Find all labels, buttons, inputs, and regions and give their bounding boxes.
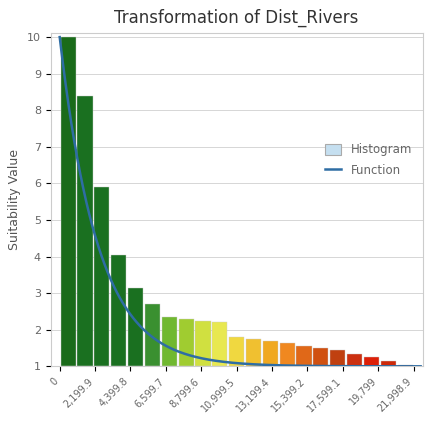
Bar [228, 337, 244, 366]
Bar [212, 322, 227, 366]
Bar [144, 304, 160, 366]
Legend: Histogram, Function: Histogram, Function [319, 139, 416, 181]
Bar [329, 350, 344, 366]
Bar [128, 288, 143, 366]
Bar [246, 339, 261, 366]
Bar [363, 357, 378, 366]
Bar [77, 96, 92, 366]
Bar [178, 319, 193, 366]
Bar [111, 255, 126, 366]
Y-axis label: Suitability Value: Suitability Value [8, 149, 21, 250]
Bar [60, 37, 76, 366]
Bar [279, 343, 294, 366]
Title: Transformation of Dist_Rivers: Transformation of Dist_Rivers [114, 8, 358, 27]
Bar [94, 187, 109, 366]
Bar [380, 361, 395, 366]
Bar [161, 317, 176, 366]
Bar [296, 346, 311, 366]
Bar [195, 321, 210, 366]
Bar [313, 348, 328, 366]
Bar [346, 354, 361, 366]
Bar [262, 341, 277, 366]
Bar [396, 365, 412, 366]
